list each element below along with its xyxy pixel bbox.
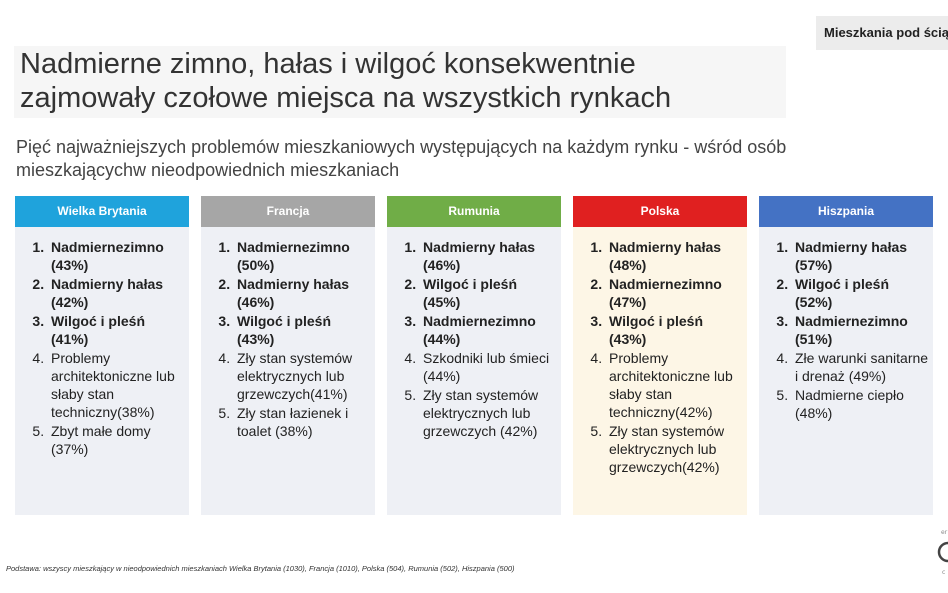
problem-item: Problemy architektoniczne lub słaby stan… — [48, 349, 185, 421]
svg-text:er: er — [941, 529, 948, 536]
footnote: Podstawa: wszyscy mieszkający w nieodpow… — [6, 564, 515, 573]
problem-item: Nadmierne ciepło (48%) — [792, 386, 929, 422]
problem-item: Nadmierny hałas (42%) — [48, 275, 185, 311]
slide-title-line-2: zajmowały czołowe miejsca na wszystkich … — [20, 82, 672, 114]
country-header: Hiszpania — [759, 196, 933, 227]
problem-list: Nadmiernezimno (43%)Nadmierny hałas (42%… — [29, 238, 185, 458]
country-column: Wielka Brytania Nadmiernezimno (43%)Nadmi… — [15, 196, 189, 515]
country-column: Francja Nadmiernezimno (50%)Nadmierny hał… — [201, 196, 375, 515]
country-column: Rumunia Nadmierny hałas (46%)Wilgoć i ple… — [387, 196, 561, 515]
country-header: Polska — [573, 196, 747, 227]
country-columns: Wielka BrytaniaNadmiernezimno (43%)Nadmi… — [15, 196, 933, 515]
title-background — [14, 46, 786, 118]
problem-item: Nadmierny hałas (46%) — [420, 238, 557, 274]
problem-item: Wilgoć i pleśń (52%) — [792, 275, 929, 311]
problem-item: Wilgoć i pleśń (43%) — [606, 312, 743, 348]
country-column: Polska Nadmierny hałas (48%)Nadmiernezimn… — [573, 196, 747, 515]
problem-item: Nadmierny hałas (46%) — [234, 275, 371, 311]
problem-list: Nadmierny hałas (48%)Nadmiernezimno (47%… — [587, 238, 743, 476]
problem-item: Problemy architektoniczne lub słaby stan… — [606, 349, 743, 421]
country-header: Wielka Brytania — [15, 196, 189, 227]
problem-item: Wilgoć i pleśń (41%) — [48, 312, 185, 348]
problem-item: Nadmiernezimno (47%) — [606, 275, 743, 311]
slide-subtitle-line-1: Pięć najważniejszych problemów mieszkani… — [16, 137, 787, 157]
country-problem-list: Nadmierny hałas (57%)Wilgoć i pleśń (52%… — [759, 227, 933, 515]
problem-item: Wilgoć i pleśń (45%) — [420, 275, 557, 311]
problem-list: Nadmierny hałas (57%)Wilgoć i pleśń (52%… — [773, 238, 929, 422]
problem-list: Nadmierny hałas (46%)Wilgoć i pleśń (45%… — [401, 238, 557, 440]
problem-item: Wilgoć i pleśń (43%) — [234, 312, 371, 348]
problem-item: Zły stan systemów elektrycznych lub grze… — [606, 422, 743, 476]
problem-item: Zły stan systemów elektrycznych lub grze… — [234, 349, 371, 403]
problem-item: Złe warunki sanitarne i drenaż (49%) — [792, 349, 929, 385]
country-header: Rumunia — [387, 196, 561, 227]
problem-item: Nadmierny hałas (48%) — [606, 238, 743, 274]
brand-logo-icon: er c — [937, 526, 948, 578]
country-problem-list: Nadmiernezimno (43%)Nadmierny hałas (42%… — [15, 227, 189, 515]
problem-item: Nadmiernezimno (44%) — [420, 312, 557, 348]
problem-item: Zbyt małe domy (37%) — [48, 422, 185, 458]
problem-list: Nadmiernezimno (50%)Nadmierny hałas (46%… — [215, 238, 371, 440]
problem-item: Nadmiernezimno (50%) — [234, 238, 371, 274]
problem-item: Zły stan systemów elektrycznych lub grze… — [420, 386, 557, 440]
svg-text:c: c — [942, 569, 945, 576]
country-problem-list: Nadmierny hałas (46%)Wilgoć i pleśń (45%… — [387, 227, 561, 515]
problem-item: Nadmiernezimno (51%) — [792, 312, 929, 348]
slide-title-line-1: Nadmierne zimno, hałas i wilgoć konsekwe… — [20, 48, 636, 80]
slide-subtitle-line-2: mieszkającychw nieodpowiednich mieszkani… — [16, 160, 400, 180]
problem-item: Nadmiernezimno (43%) — [48, 238, 185, 274]
problem-item: Zły stan łazienek i toalet (38%) — [234, 404, 371, 440]
country-problem-list: Nadmierny hałas (48%)Nadmiernezimno (47%… — [573, 227, 747, 515]
country-header: Francja — [201, 196, 375, 227]
problem-item: Szkodniki lub śmieci (44%) — [420, 349, 557, 385]
problem-item: Nadmierny hałas (57%) — [792, 238, 929, 274]
country-problem-list: Nadmiernezimno (50%)Nadmierny hałas (46%… — [201, 227, 375, 515]
country-column: Hiszpania Nadmierny hałas (57%)Wilgoć i p… — [759, 196, 933, 515]
section-tag: Mieszkania pod ścią — [816, 16, 948, 50]
slide-title: Nadmierne zimno, hałas i wilgoć konsekwe… — [20, 47, 671, 115]
slide-subtitle: Pięć najważniejszych problemów mieszkani… — [16, 136, 916, 182]
